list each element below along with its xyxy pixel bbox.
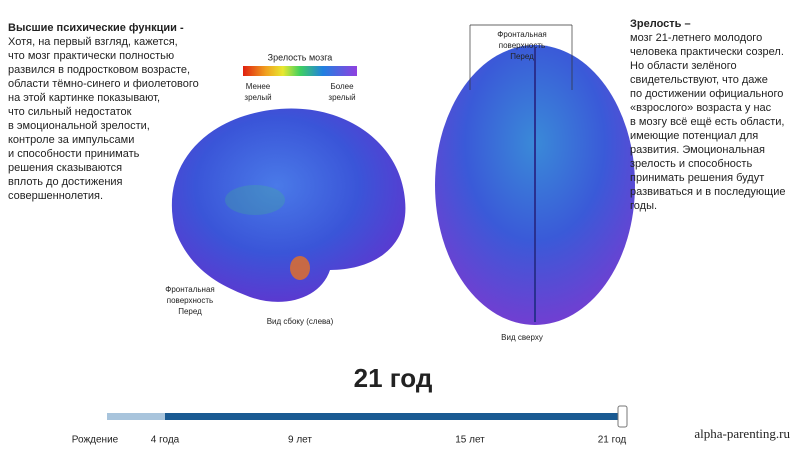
- front-label: Фронтальная: [165, 285, 214, 294]
- top-brain: [435, 24, 635, 325]
- caption: Вид сверху: [501, 333, 543, 342]
- age-title: 21 год: [354, 363, 433, 393]
- timeline-handle[interactable]: [617, 405, 628, 428]
- front-label: Перед: [510, 52, 534, 61]
- text-line: в мозгу всё ещё есть области,: [630, 116, 784, 128]
- timeline-label[interactable]: 21 год: [598, 435, 627, 446]
- timeline-past: [107, 413, 165, 420]
- front-label: поверхность: [167, 296, 213, 305]
- text-line: принимать решения будут: [630, 172, 764, 184]
- text-line: контроле за импульсами: [8, 134, 134, 146]
- text-line: совершеннолетия.: [8, 190, 103, 202]
- text-line: решения сказываются: [8, 162, 122, 174]
- timeline-label[interactable]: 15 лет: [455, 435, 485, 446]
- front-label: поверхность: [499, 41, 545, 50]
- side-brain: [171, 108, 406, 302]
- text-line: мозг 21-летнего молодого: [630, 32, 762, 44]
- heading: Высшие психические функции -: [8, 22, 184, 34]
- text-line: Хотя, на первый взгляд, кажется,: [8, 36, 178, 48]
- text-line: вплоть до достижения: [8, 176, 123, 188]
- legend-gradient: [243, 66, 357, 76]
- text-line: свидетельствуют, что даже: [630, 74, 768, 86]
- text-line: по достижении официального: [630, 88, 783, 100]
- text-line: человека практически созрел.: [630, 46, 784, 58]
- legend-label: Более: [330, 82, 354, 91]
- text-line: имеющие потенциал для: [630, 130, 758, 142]
- front-label: Перед: [178, 307, 202, 316]
- legend-label: зрелый: [328, 93, 355, 102]
- caption: Вид сбоку (слева): [267, 317, 334, 326]
- text-line: развился в подростковом возрасте,: [8, 64, 190, 76]
- timeline-label[interactable]: Рождение: [72, 435, 119, 446]
- text-line: что мозг практически полностью: [8, 50, 174, 62]
- front-label: Фронтальная: [497, 30, 546, 39]
- timeline-track: [165, 413, 625, 420]
- heading: Зрелость –: [630, 18, 691, 30]
- text-line: развития. Эмоциональная: [630, 144, 765, 156]
- text-line: области тёмно-синего и фиолетового: [8, 78, 199, 90]
- legend-title: Зрелость мозга: [268, 52, 333, 62]
- legend-label: Менее: [246, 82, 271, 91]
- legend-label: зрелый: [244, 93, 271, 102]
- text-line: Но области зелёного: [630, 60, 737, 72]
- text-line: «взрослого» возраста у нас: [630, 102, 772, 114]
- text-line: на этой картинке показывают,: [8, 92, 160, 104]
- text-line: зрелость и способность: [630, 158, 752, 170]
- text-line: годы.: [630, 200, 657, 212]
- watermark: alpha-parenting.ru: [694, 426, 790, 441]
- text-line: в эмоциональной зрелости,: [8, 120, 150, 132]
- text-line: развиваться и в последующие: [630, 186, 785, 198]
- timeline-label[interactable]: 9 лет: [288, 435, 312, 446]
- timeline-label[interactable]: 4 года: [151, 435, 180, 446]
- text-line: и способности принимать: [8, 148, 140, 160]
- text-line: что сильный недостаток: [8, 106, 132, 118]
